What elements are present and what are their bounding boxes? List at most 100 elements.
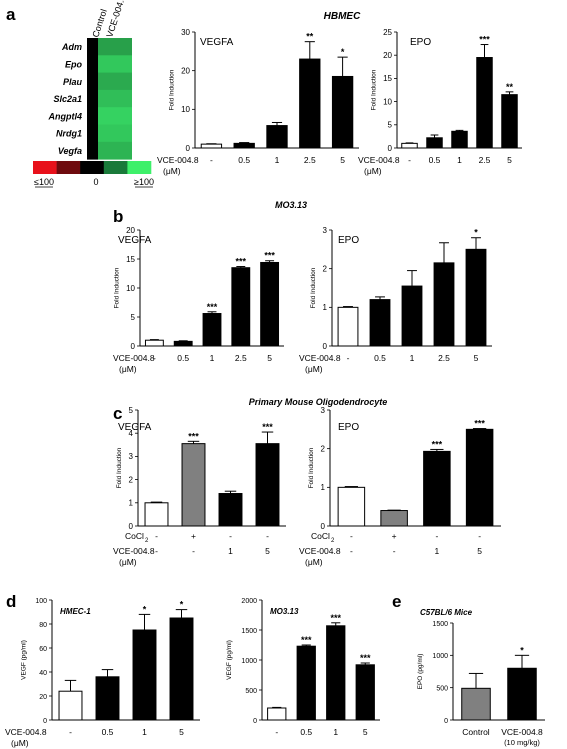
- y-tick-label: 1: [129, 499, 134, 508]
- heatmap-cell-treated: [98, 124, 132, 143]
- panel-title-b: MO3.13: [275, 200, 307, 210]
- heatmap-gene-label: Nrdg1: [56, 129, 82, 139]
- colorbar-segment: [33, 161, 57, 174]
- chart-title: EPO: [410, 37, 431, 48]
- colorbar-segment: [80, 161, 105, 174]
- bar: [255, 443, 280, 527]
- unit-label: (μM): [305, 557, 323, 567]
- y-tick-label: 5: [129, 406, 134, 415]
- x-category-label: -: [210, 155, 213, 165]
- y-tick-label: 20: [39, 694, 47, 701]
- y-axis-label: EPO (pg/ml): [417, 654, 424, 690]
- treatment-label: VCE-004.8: [299, 546, 341, 556]
- heatmap-cell-treated: [98, 141, 132, 160]
- x-row1-label: -: [478, 531, 481, 541]
- y-tick-label: 0: [43, 718, 47, 725]
- row1-label: CoCl: [311, 531, 330, 541]
- row1-label: CoCl: [125, 531, 144, 541]
- significance-mark: ***: [474, 419, 485, 429]
- heatmap-gene-label: Plau: [63, 77, 83, 87]
- colorbar-min-label: ≤100: [34, 177, 54, 187]
- row1-label-subscript: 2: [331, 538, 335, 544]
- unit-label: (μM): [305, 364, 323, 374]
- bar: [231, 267, 251, 347]
- bar: [380, 510, 408, 527]
- significance-mark: *: [143, 604, 147, 614]
- y-axis-label: Fold Induction: [116, 447, 123, 488]
- x-category-label: 0.5: [300, 727, 312, 737]
- y-tick-label: 30: [181, 28, 190, 37]
- x-category-label: 0.5: [429, 155, 441, 165]
- x-category-label: 1: [435, 546, 440, 556]
- treatment-label: VCE-004.8: [113, 353, 155, 363]
- y-tick-label: 2: [129, 475, 134, 484]
- chart-title: VEGFA: [200, 37, 234, 48]
- y-axis-label: Fold Induction: [310, 267, 317, 308]
- heatmap-gene-label: Vegfa: [58, 146, 82, 156]
- bar: [433, 262, 455, 347]
- bar: [326, 625, 346, 721]
- y-tick-label: 5: [131, 313, 136, 322]
- x-category-label: 1: [457, 155, 462, 165]
- row1-label-subscript: 2: [145, 538, 149, 544]
- x-category-label: -: [347, 353, 350, 363]
- y-tick-label: 0: [323, 342, 328, 351]
- chart-d-hmec: HMEC-1 0 20 40 60 80 100 VEGF (pg/ml) - 0.5 * 1 * 5 VC…: [5, 598, 200, 748]
- x-category-label: VCE-004.8: [501, 727, 543, 737]
- x-category-label: 1: [333, 727, 338, 737]
- x-category-label: 1: [275, 155, 280, 165]
- y-tick-label: 20: [181, 66, 190, 75]
- bar: [355, 664, 375, 721]
- panel-title-c: Primary Mouse Oligodendrocyte: [249, 397, 388, 407]
- treatment-label: VCE-004.8: [113, 546, 155, 556]
- bar: [267, 707, 287, 721]
- x-category-label: 5: [477, 546, 482, 556]
- x-category-label: 2.5: [235, 353, 247, 363]
- bar: [173, 340, 193, 347]
- y-tick-label: 500: [245, 688, 257, 695]
- chart-title: VEGFA: [118, 422, 152, 433]
- panel-letter-d: d: [6, 592, 16, 611]
- x-category-label: -: [275, 727, 278, 737]
- y-tick-label: 0: [444, 718, 448, 725]
- chart-d-mo313: MO3.13 0 500 1000 1500 2000 VEGF (pg/ml) - *** 0.…: [226, 598, 380, 737]
- heatmap: Control VCE-004.8 AdmEpoPlauSlc2a1Angptl…: [33, 0, 154, 188]
- bar: [233, 142, 255, 149]
- y-tick-label: 20: [383, 51, 392, 60]
- significance-mark: *: [341, 47, 345, 57]
- x-category-label: -: [69, 727, 72, 737]
- x-row1-label: -: [266, 531, 269, 541]
- x-row1-label: -: [435, 531, 438, 541]
- heatmap-gene-label: Angptl4: [48, 111, 83, 121]
- bar: [337, 306, 359, 347]
- x-category-label: 5: [340, 155, 345, 165]
- unit-label: (μM): [119, 364, 137, 374]
- x-category-label: 5: [474, 353, 479, 363]
- colorbar-max-label: ≥100: [134, 177, 154, 187]
- x-category-label: 5: [179, 727, 184, 737]
- bar: [144, 339, 164, 347]
- x-category-label: -: [155, 546, 158, 556]
- significance-mark: *: [180, 600, 184, 610]
- heatmap-cell-control: [87, 72, 98, 91]
- y-tick-label: 0: [321, 522, 326, 531]
- y-tick-label: 0: [186, 144, 191, 153]
- significance-mark: ***: [479, 35, 490, 45]
- significance-mark: ***: [301, 635, 312, 645]
- heatmap-gene-label: Epo: [65, 59, 83, 69]
- treatment-label: VCE-004.8: [157, 155, 199, 165]
- y-tick-label: 2: [323, 264, 328, 273]
- unit-label: (μM): [11, 738, 29, 748]
- bar: [507, 667, 537, 721]
- y-tick-label: 0: [253, 718, 257, 725]
- y-tick-label: 5: [388, 121, 393, 130]
- y-axis-label: Fold Induction: [168, 69, 175, 110]
- bar: [299, 58, 321, 149]
- heatmap-cell-treated: [98, 89, 132, 108]
- y-tick-label: 3: [321, 406, 326, 415]
- unit-label: (μM): [163, 166, 181, 176]
- bar: [218, 493, 243, 527]
- chart-title: C57BL/6 Mice: [420, 608, 473, 617]
